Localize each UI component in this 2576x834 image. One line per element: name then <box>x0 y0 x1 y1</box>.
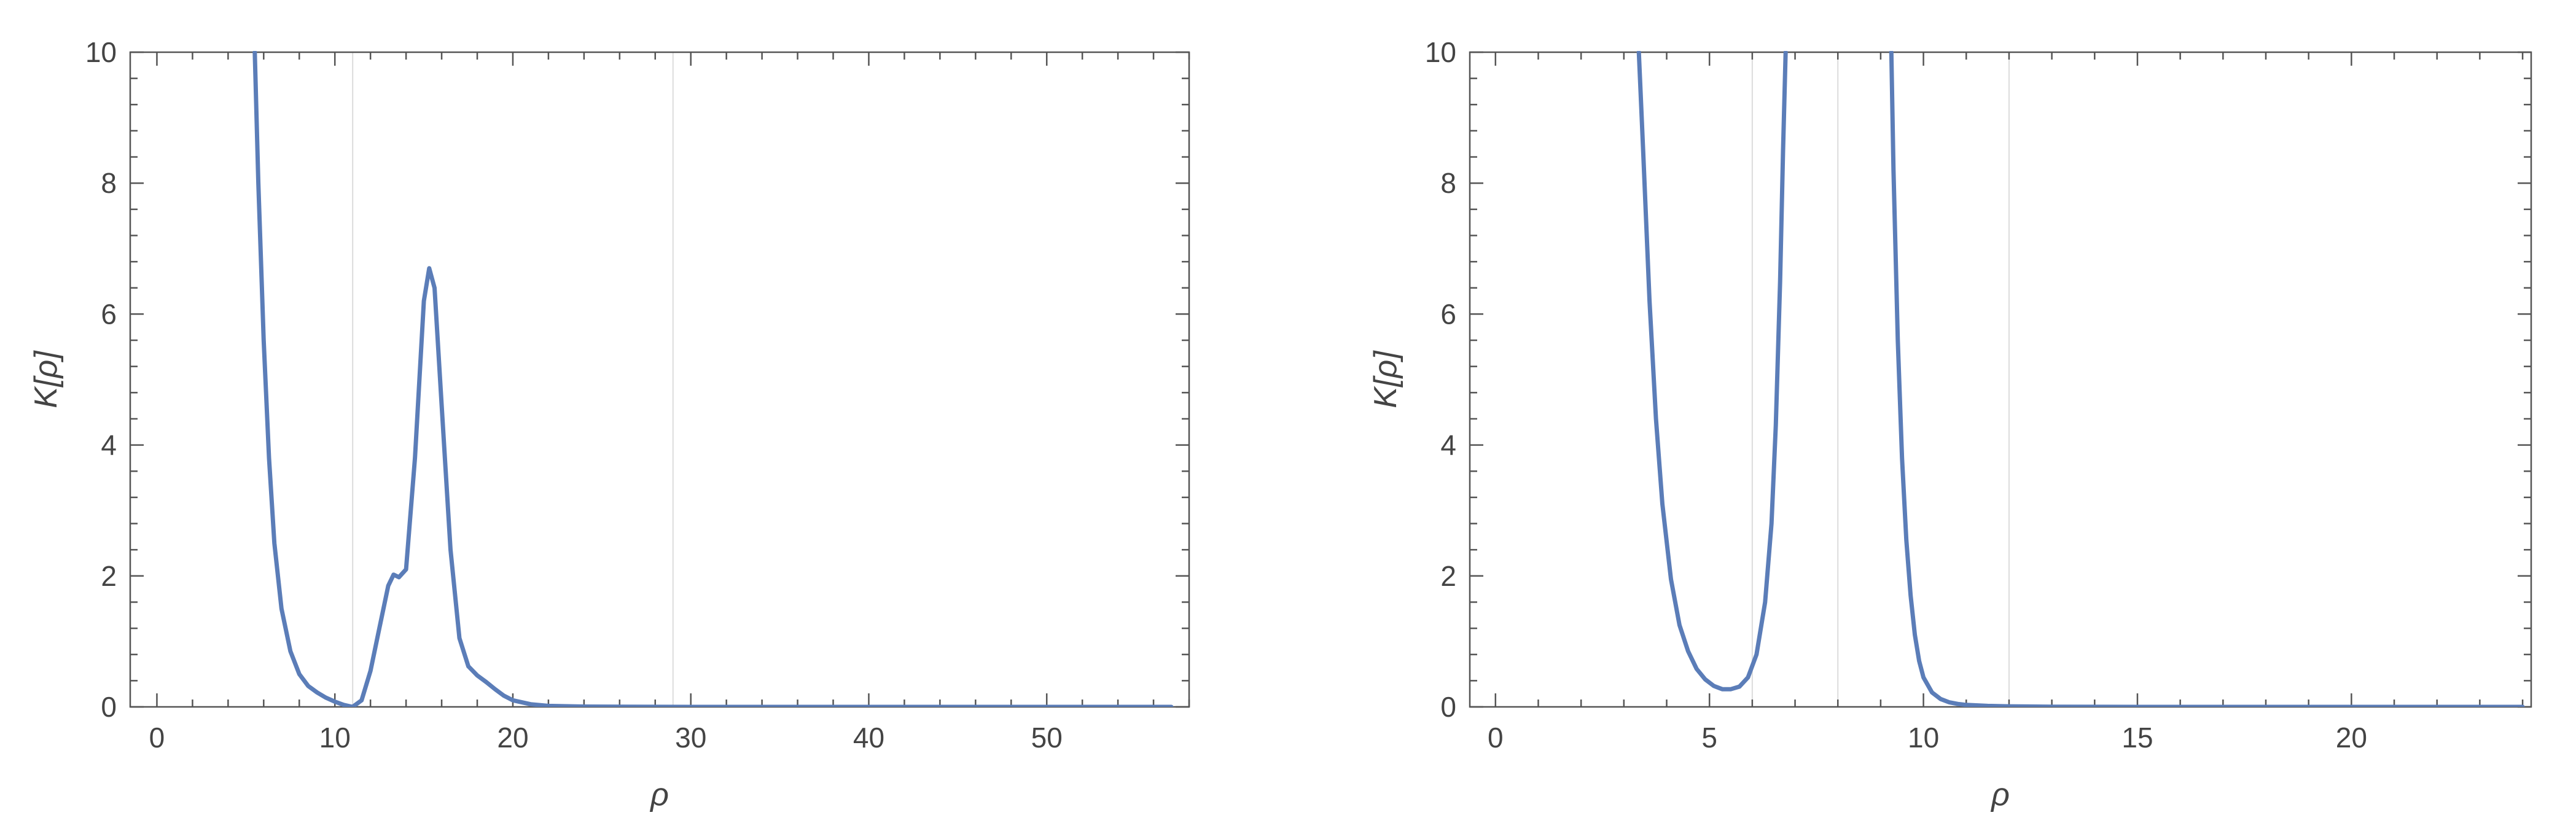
y-tick-label: 8 <box>101 167 117 199</box>
x-tick-label: 5 <box>1701 722 1717 754</box>
y-tick-label: 0 <box>101 691 117 723</box>
y-tick-label: 4 <box>1440 429 1456 461</box>
y-tick-label: 2 <box>101 560 117 592</box>
y-tick-label: 0 <box>1440 691 1456 723</box>
y-tick-label: 6 <box>1440 298 1456 330</box>
plot-frame <box>1469 51 2532 708</box>
x-tick-label: 20 <box>2336 722 2367 754</box>
chart-left: 0 10 20 30 40 50 0 2 4 6 8 10 ρ K[ρ] <box>28 36 1190 813</box>
x-tick-label: 0 <box>1488 722 1504 754</box>
x-tick-label: 15 <box>2121 722 2153 754</box>
x-axis-label: ρ <box>649 777 669 813</box>
series-line <box>252 51 1174 707</box>
y-tick-label: 10 <box>1425 36 1456 68</box>
y-axis-label: K[ρ] <box>28 350 64 408</box>
x-tick-label: 40 <box>853 722 884 754</box>
x-tick-label: 20 <box>497 722 528 754</box>
x-tick-label: 0 <box>149 722 165 754</box>
y-tick-label: 4 <box>101 429 117 461</box>
y-tick-label: 6 <box>101 298 117 330</box>
y-tick-label: 8 <box>1440 167 1456 199</box>
x-tick-label: 10 <box>319 722 351 754</box>
series-line <box>1636 51 1788 692</box>
plot-frame <box>129 51 1190 708</box>
y-tick-label: 10 <box>85 36 117 68</box>
x-tick-label: 10 <box>1908 722 1939 754</box>
x-axis-label: ρ <box>1990 777 2010 813</box>
x-tick-label: 30 <box>675 722 706 754</box>
y-axis-label: K[ρ] <box>1368 350 1403 408</box>
chart-right: 0 5 10 15 20 0 2 4 6 8 10 ρ K[ρ] <box>1368 36 2532 813</box>
y-tick-label: 2 <box>1440 560 1456 592</box>
x-tick-label: 50 <box>1031 722 1063 754</box>
series-line <box>1889 51 2525 707</box>
